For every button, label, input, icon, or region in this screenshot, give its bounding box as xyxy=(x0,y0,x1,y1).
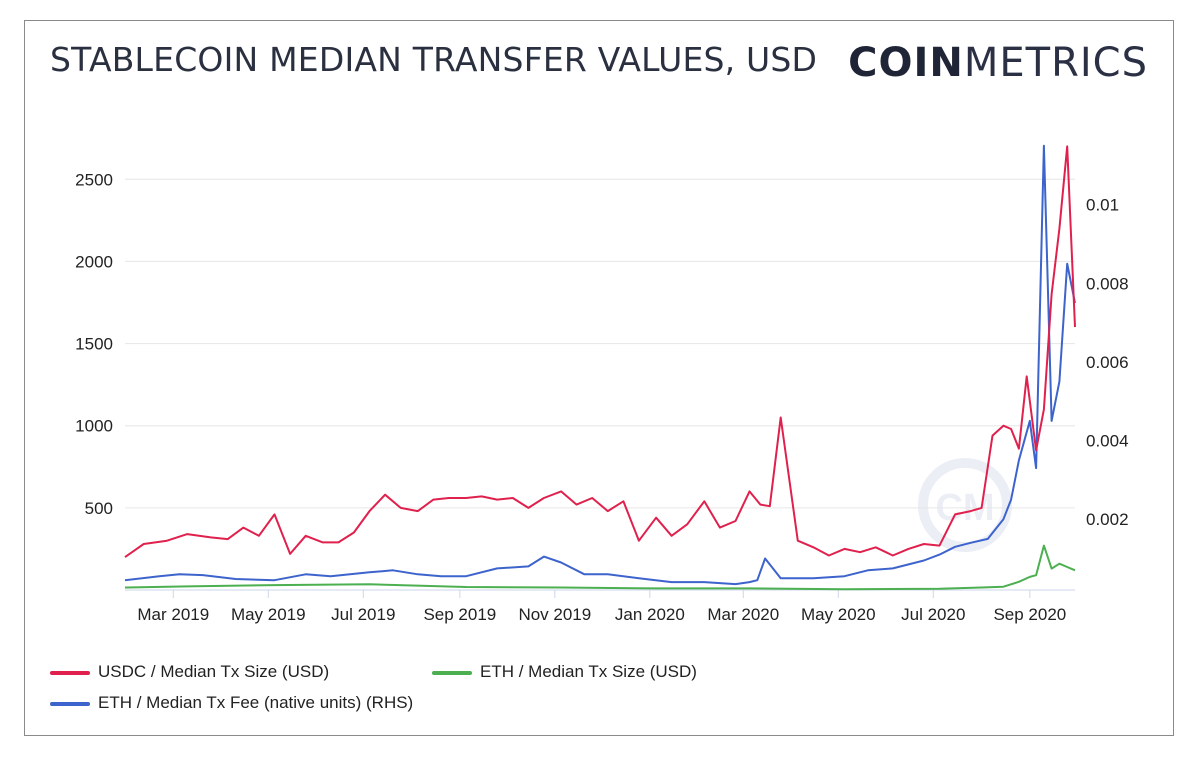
y-right-tick-label: 0.002 xyxy=(1086,510,1129,529)
x-tick-label: Nov 2019 xyxy=(518,605,591,624)
legend-label-eth-fee: ETH / Median Tx Fee (native units) (RHS) xyxy=(98,693,414,712)
logo-bold-text: COIN xyxy=(848,40,964,86)
y-axis-left: 500 1000 1500 2000 2500 xyxy=(75,170,113,518)
y-left-tick-label: 1500 xyxy=(75,335,113,354)
x-tick-label: Sep 2020 xyxy=(993,605,1066,624)
chart-title: STABLECOIN MEDIAN TRANSFER VALUES, USD xyxy=(50,40,818,79)
y-right-tick-label: 0.006 xyxy=(1086,353,1129,372)
x-axis: Mar 2019 May 2019 Jul 2019 Sep 2019 Nov 2019… xyxy=(125,589,1075,624)
line-chart: CM Mar 2019 May 2019 Jul 2019 Sep 2019 Nov 2… xyxy=(75,144,1129,624)
series-line-usdc-median-tx-size xyxy=(124,145,1076,558)
chart-frame xyxy=(24,20,1174,736)
logo-light-text: METRICS xyxy=(963,40,1148,86)
y-left-tick-label: 1000 xyxy=(75,417,113,436)
series-lines xyxy=(124,144,1076,591)
x-tick-label: May 2019 xyxy=(231,605,306,624)
x-tick-label: Sep 2019 xyxy=(423,605,496,624)
gridlines xyxy=(125,178,1075,509)
y-right-tick-label: 0.008 xyxy=(1086,274,1129,293)
y-right-tick-label: 0.01 xyxy=(1086,196,1119,215)
legend-swatch-usdc xyxy=(50,670,90,675)
legend-swatch-eth-fee xyxy=(50,701,90,706)
coinmetrics-logo: COINMETRICS xyxy=(848,40,1148,86)
legend-swatch-eth-size xyxy=(432,670,472,675)
x-tick-label: Mar 2019 xyxy=(137,605,209,624)
legend-label-usdc: USDC / Median Tx Size (USD) xyxy=(98,662,330,681)
x-tick-label: May 2020 xyxy=(801,605,876,624)
x-tick-label: Jul 2019 xyxy=(331,605,395,624)
y-left-tick-label: 2000 xyxy=(75,252,113,271)
cm-watermark-icon: CM xyxy=(918,458,1012,552)
legend-item-usdc[interactable]: USDC / Median Tx Size (USD) xyxy=(50,662,329,682)
y-left-tick-label: 500 xyxy=(85,499,113,518)
series-line-eth-median-tx-size xyxy=(124,544,1076,591)
y-axis-right: 0.002 0.004 0.006 0.008 0.01 xyxy=(1086,196,1129,530)
legend-label-eth-size: ETH / Median Tx Size (USD) xyxy=(480,662,697,681)
legend-item-eth-size[interactable]: ETH / Median Tx Size (USD) xyxy=(432,662,697,682)
legend-item-eth-fee[interactable]: ETH / Median Tx Fee (native units) (RHS) xyxy=(50,693,413,713)
x-tick-label: Jan 2020 xyxy=(615,605,685,624)
series-line-eth-median-tx-fee xyxy=(124,144,1076,586)
y-right-tick-label: 0.004 xyxy=(1086,432,1129,451)
y-left-tick-label: 2500 xyxy=(75,170,113,189)
x-tick-label: Mar 2020 xyxy=(707,605,779,624)
x-tick-label: Jul 2020 xyxy=(901,605,965,624)
